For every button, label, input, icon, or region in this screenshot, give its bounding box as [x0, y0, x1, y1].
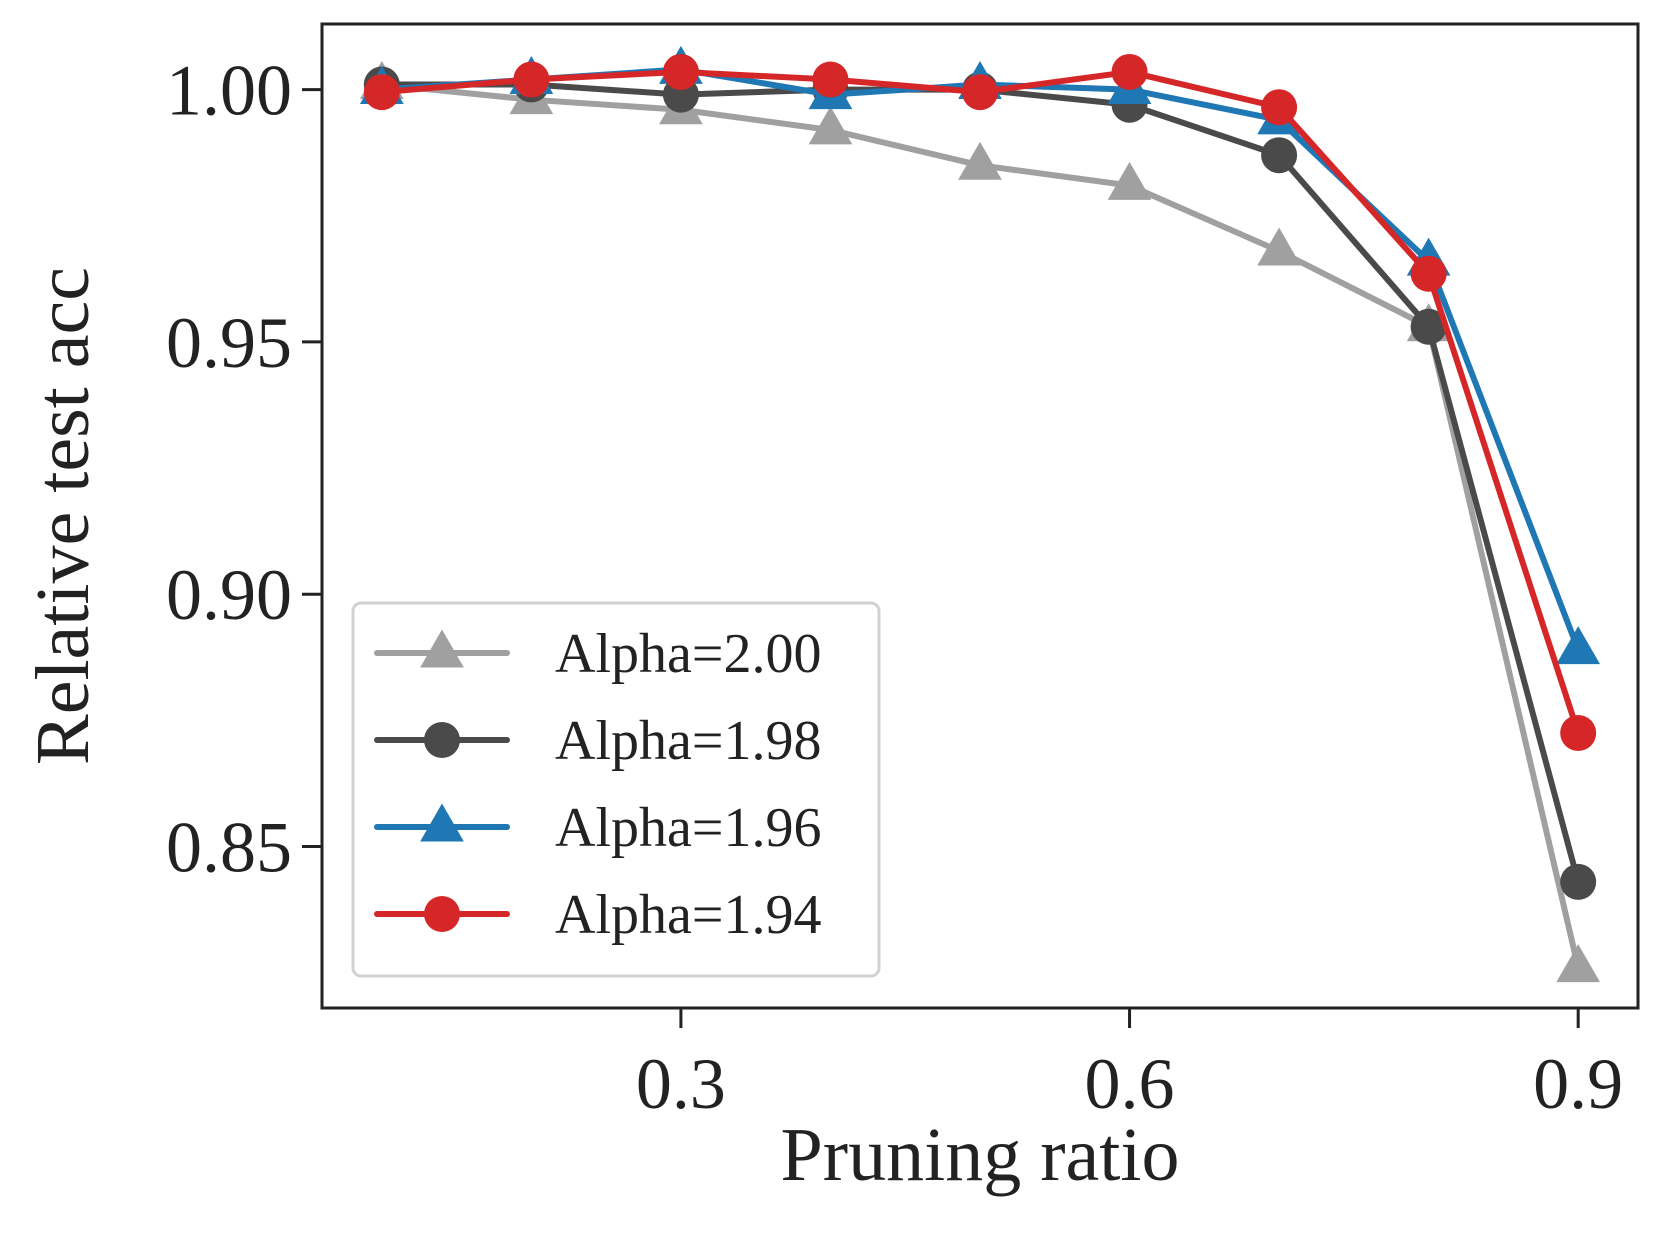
x-tick-label: 0.6	[1085, 1044, 1175, 1124]
data-point	[1560, 863, 1597, 900]
data-point	[662, 53, 699, 90]
data-point	[962, 74, 998, 111]
legend-marker	[424, 896, 460, 932]
legend-label: Alpha=1.94	[555, 884, 821, 946]
y-tick-label: 1.00	[166, 51, 292, 131]
x-tick-label: 0.9	[1533, 1044, 1623, 1124]
plot-frame	[320, 22, 1640, 1010]
y-axis-label: Relative test acc	[21, 267, 105, 765]
data-point	[1111, 53, 1148, 90]
data-point	[1257, 227, 1301, 266]
data-point	[1556, 626, 1601, 665]
data-point	[812, 61, 849, 98]
legend-marker	[420, 803, 464, 842]
x-axis: 0.3 0.6 0.9	[636, 1008, 1623, 1124]
data-point	[513, 61, 550, 98]
data-point	[1261, 89, 1298, 126]
legend: Alpha=2.00 Alpha=1.98 Alpha=1.96 Alpha=1.94	[351, 601, 881, 978]
data-point	[363, 74, 400, 111]
y-tick-label: 0.90	[166, 555, 292, 635]
data-point	[1560, 714, 1597, 751]
data-point	[1410, 255, 1447, 292]
data-point	[1556, 944, 1601, 983]
legend-label: Alpha=1.98	[555, 710, 821, 772]
legend-label: Alpha=2.00	[555, 623, 821, 685]
data-point	[808, 106, 853, 145]
plot-series	[359, 45, 1601, 983]
legend-marker	[424, 722, 460, 758]
y-tick-label: 0.85	[166, 808, 292, 888]
legend-frame	[351, 601, 881, 978]
legend-marker	[420, 629, 464, 668]
data-point	[1107, 161, 1152, 200]
y-tick-label: 0.95	[166, 303, 292, 383]
legend-label: Alpha=1.96	[555, 797, 821, 859]
series-4	[363, 53, 1597, 751]
data-point	[1410, 308, 1447, 345]
data-point	[1261, 137, 1298, 174]
x-axis-label: Pruning ratio	[781, 1113, 1180, 1197]
x-tick-label: 0.3	[636, 1044, 726, 1124]
y-axis: 0.85 0.90 0.95 1.00	[166, 51, 322, 888]
data-point	[958, 141, 1002, 180]
